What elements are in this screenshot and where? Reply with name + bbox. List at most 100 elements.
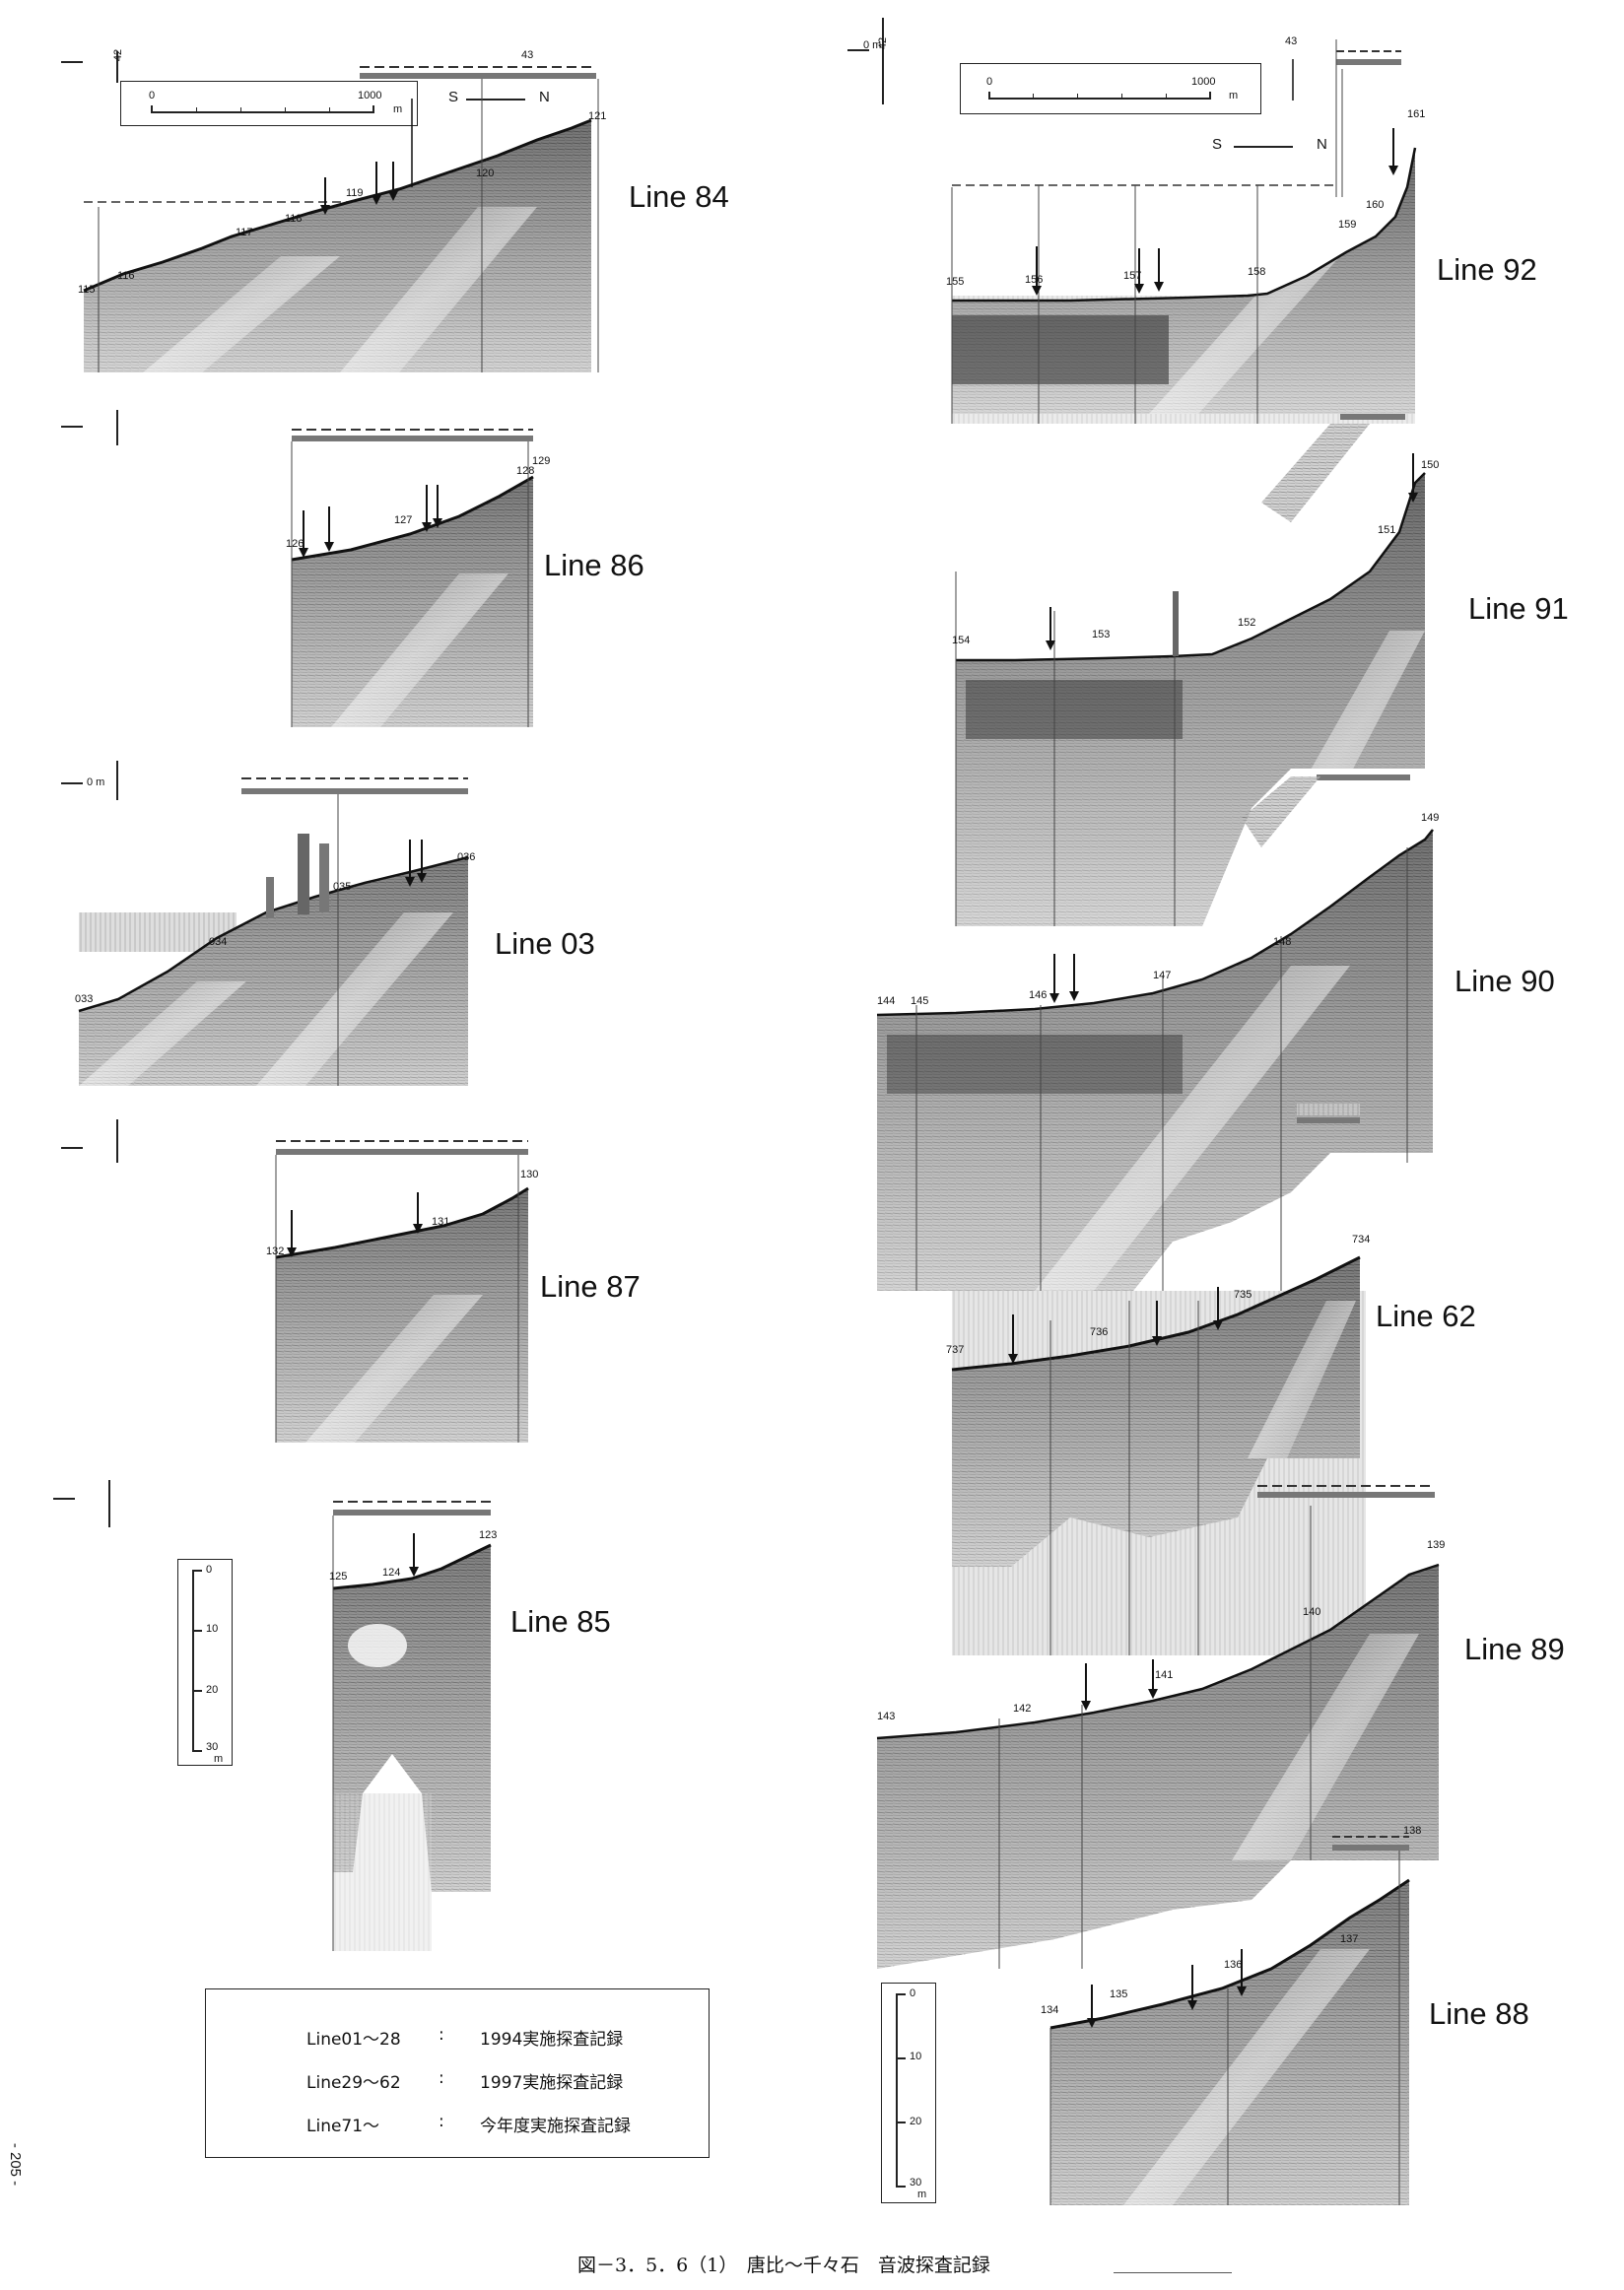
caption-underline bbox=[1114, 2272, 1232, 2273]
fix-label: 119 bbox=[346, 187, 364, 199]
fix-label: 157 bbox=[1123, 270, 1142, 282]
line-label-85: Line 85 bbox=[510, 1604, 611, 1639]
zero-mark-label: 0 m bbox=[863, 39, 882, 51]
legend-range: Line71～ bbox=[306, 2117, 380, 2136]
horizontal-scale: 0 1000 m bbox=[960, 63, 1261, 114]
figure-caption: 図－3．5．6（1） 唐比～千々石 音波探査記録 bbox=[577, 2255, 990, 2276]
fix-label: 144 bbox=[877, 995, 896, 1007]
fix-label: 115 bbox=[78, 284, 96, 296]
depth-zero-mark bbox=[61, 782, 83, 784]
fix-label: 129 bbox=[532, 455, 551, 467]
scale-left-label: 0 bbox=[149, 90, 156, 101]
south-label: S bbox=[448, 89, 459, 105]
vertical-depth-scale: 0 10 20 30 m bbox=[881, 1983, 936, 2203]
profile-line-86: 126 127 128 129 bbox=[286, 426, 550, 731]
page-number: - 205 - bbox=[7, 2142, 25, 2187]
fix-label: 158 bbox=[1248, 266, 1266, 278]
depth-tick: 0 bbox=[910, 1987, 916, 1999]
line-label-90: Line 90 bbox=[1455, 964, 1555, 998]
fix-label: 146 bbox=[1029, 989, 1048, 1001]
fix-label: 116 bbox=[117, 270, 135, 282]
depth-zero-mark bbox=[61, 61, 83, 63]
horizontal-scale: 0 1000 m bbox=[120, 81, 418, 126]
fix-label: 43 bbox=[1285, 35, 1298, 47]
scale-right-label: 1000 bbox=[358, 90, 382, 101]
profile-line-84: 43 115 116 117 118 119 120 121 bbox=[78, 49, 606, 374]
profile-line-87: 130 131 132 bbox=[266, 1137, 538, 1447]
profile-line-90: 144 145 146 147 148 149 bbox=[876, 769, 1440, 1291]
fix-label: 737 bbox=[946, 1344, 965, 1356]
profile-line-92: 42 43 155 156 157 158 159 160 161 bbox=[877, 30, 1426, 424]
profile-line-03: 033 034 035 036 bbox=[75, 775, 475, 1090]
legend-separator: : bbox=[439, 2112, 444, 2131]
fix-label: 161 bbox=[1407, 108, 1426, 120]
depth-tick: 10 bbox=[206, 1623, 219, 1635]
legend-description: 1997実施探査記録 bbox=[480, 2073, 624, 2093]
depth-zero-mark bbox=[882, 18, 884, 104]
legend-range: Line01～28 bbox=[306, 2030, 401, 2050]
fix-label: 142 bbox=[1013, 1703, 1032, 1715]
line-label-03: Line 03 bbox=[495, 926, 595, 961]
line-label-91: Line 91 bbox=[1468, 591, 1569, 626]
depth-tick: 0 bbox=[206, 1564, 213, 1576]
depth-tick: 20 bbox=[206, 1684, 219, 1696]
fix-label: 148 bbox=[1273, 936, 1292, 948]
south-label: S bbox=[1212, 136, 1223, 153]
fix-label: 153 bbox=[1092, 629, 1111, 640]
fix-label: 149 bbox=[1421, 812, 1440, 824]
fix-label: 126 bbox=[286, 538, 304, 550]
fix-label: 736 bbox=[1090, 1326, 1109, 1338]
depth-tick: 30 bbox=[910, 2177, 922, 2189]
profile-line-85: 123 124 125 bbox=[329, 1498, 497, 1951]
fix-label: 155 bbox=[946, 276, 965, 288]
fix-label: 735 bbox=[1234, 1289, 1252, 1301]
depth-tick: 30 bbox=[206, 1741, 219, 1753]
line-label-89: Line 89 bbox=[1464, 1632, 1565, 1666]
fix-label: 134 bbox=[1041, 2004, 1059, 2016]
north-label: N bbox=[539, 89, 550, 105]
depth-unit: m bbox=[214, 1753, 224, 1765]
line-label-88: Line 88 bbox=[1429, 1996, 1529, 2031]
scale-unit-label: m bbox=[1229, 90, 1239, 101]
fix-label: 130 bbox=[520, 1169, 539, 1180]
north-label: N bbox=[1317, 136, 1327, 153]
depth-zero-mark bbox=[116, 410, 118, 445]
fix-label: 137 bbox=[1340, 1933, 1359, 1945]
fix-label: 160 bbox=[1366, 199, 1385, 211]
fix-label: 141 bbox=[1155, 1669, 1174, 1681]
scale-right-label: 1000 bbox=[1191, 76, 1216, 88]
depth-zero-mark bbox=[847, 49, 869, 51]
fix-label: 117 bbox=[236, 227, 253, 238]
fix-label: 136 bbox=[1224, 1959, 1243, 1971]
depth-zero-mark bbox=[61, 1147, 83, 1149]
fix-label: 121 bbox=[588, 110, 607, 122]
depth-zero-mark bbox=[116, 51, 118, 83]
fix-label: 143 bbox=[877, 1711, 896, 1722]
fix-label: 131 bbox=[432, 1216, 450, 1228]
fix-label: 150 bbox=[1421, 459, 1440, 471]
depth-tick: 20 bbox=[910, 2116, 922, 2127]
depth-tick: 10 bbox=[910, 2051, 922, 2062]
fix-label: 132 bbox=[266, 1246, 285, 1257]
depth-unit: m bbox=[917, 2189, 927, 2200]
fix-label: 118 bbox=[285, 213, 303, 225]
fix-label: 127 bbox=[394, 514, 413, 526]
scale-unit-label: m bbox=[393, 103, 403, 115]
legend-box: Line01～28 : 1994実施探査記録 Line29～62 : 1997実… bbox=[205, 1988, 710, 2158]
fix-label: 152 bbox=[1238, 617, 1256, 629]
fix-label: 43 bbox=[521, 49, 534, 61]
fix-label: 124 bbox=[382, 1567, 401, 1579]
fix-label: 120 bbox=[476, 168, 495, 179]
fix-label: 125 bbox=[329, 1571, 348, 1583]
fix-label: 033 bbox=[75, 993, 94, 1005]
fix-label: 734 bbox=[1352, 1234, 1371, 1246]
line-label-62: Line 62 bbox=[1376, 1299, 1476, 1333]
legend-row: Line01～28 : 1994実施探査記録 bbox=[206, 2025, 709, 2050]
direction-indicator: S N bbox=[448, 85, 567, 108]
zero-mark-label: 0 m bbox=[87, 776, 105, 788]
legend-description: 1994実施探査記録 bbox=[480, 2030, 624, 2050]
line-label-92: Line 92 bbox=[1437, 252, 1537, 287]
legend-separator: : bbox=[439, 2025, 444, 2045]
fix-label: 154 bbox=[952, 635, 971, 646]
profile-line-62: 734 735 736 737 bbox=[946, 1104, 1370, 1655]
